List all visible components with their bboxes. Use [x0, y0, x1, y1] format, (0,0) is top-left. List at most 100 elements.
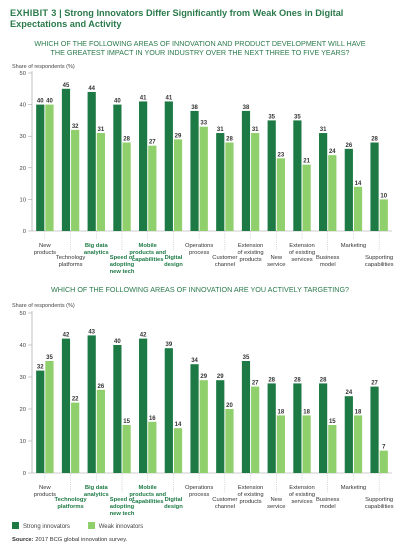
data-label-weak: 27: [149, 140, 156, 146]
data-label-weak: 15: [123, 419, 130, 425]
data-label-strong: 38: [191, 105, 198, 111]
data-label-strong: 29: [217, 374, 224, 380]
bar-strong: [87, 335, 96, 473]
category-label-line: process: [189, 250, 209, 256]
bar-weak: [96, 389, 105, 473]
category-label: Extension of existing services: [289, 485, 315, 505]
bar-strong: [241, 110, 251, 231]
category-label: Supporting capabilities: [365, 255, 394, 268]
bar-weak: [328, 155, 337, 231]
data-label-weak: 28: [226, 137, 233, 143]
category-label: Operations process: [185, 485, 213, 498]
category-label-line: Marketing: [341, 243, 366, 249]
chart-title-line: WHICH OF THE FOLLOWING AREAS OF INNOVATI…: [51, 285, 349, 294]
category-label: New products: [34, 243, 56, 256]
data-label-weak: 14: [175, 422, 182, 428]
category-label: New service: [267, 497, 285, 510]
y-tick-label: 20: [20, 166, 26, 172]
bar-strong: [164, 348, 173, 473]
data-label-strong: 28: [320, 377, 327, 383]
bar-weak: [353, 186, 363, 231]
category-label-line: analytics: [84, 250, 109, 256]
bar-strong: [241, 361, 251, 473]
bar-weak: [225, 142, 234, 231]
source-label: Source:: [12, 537, 34, 543]
data-label-weak: 23: [278, 152, 285, 158]
bar-strong: [293, 120, 302, 231]
chart-title-line: WHICH OF THE FOLLOWING AREAS OF INNOVATI…: [34, 39, 365, 48]
category-label-line: products and: [129, 492, 166, 498]
bar-weak: [251, 386, 260, 473]
category-label: Digital design: [164, 497, 183, 510]
category-label: Customer channel: [212, 255, 237, 268]
category-label-line: process: [189, 492, 209, 498]
category-label-line: capabilities: [132, 257, 164, 263]
category-label: New service: [267, 255, 285, 268]
data-label-strong: 28: [268, 377, 275, 383]
bar-strong: [190, 110, 199, 231]
bar-weak: [199, 380, 208, 473]
category-label: Big data analytics: [84, 243, 109, 256]
data-label-strong: 38: [243, 105, 250, 111]
bar-strong: [36, 104, 45, 231]
data-label-weak: 7: [382, 445, 386, 451]
category-label: Speed of adopting new tech: [110, 255, 135, 275]
data-label-strong: 35: [294, 114, 301, 120]
category-label-line: products: [34, 492, 56, 498]
category-label: New products: [34, 485, 56, 498]
data-label-weak: 18: [278, 409, 285, 415]
bar-weak: [199, 126, 208, 231]
data-label-weak: 28: [123, 137, 130, 143]
bar-weak: [71, 402, 80, 473]
legend-label-weak: Weak innovators: [98, 524, 144, 530]
bar-weak: [379, 450, 388, 473]
data-label-weak: 21: [303, 159, 310, 165]
data-label-weak: 33: [200, 121, 207, 127]
source-note: Source: 2017 BCG global innovation surve…: [12, 537, 127, 543]
legend-item-strong: Strong innovators: [12, 522, 70, 530]
y-axis-label: Share of respondents (%): [12, 303, 75, 309]
bar-weak: [122, 425, 131, 473]
category-label-line: channel: [215, 262, 235, 268]
data-label-strong: 27: [371, 381, 378, 387]
bar-strong: [113, 345, 122, 473]
data-label-weak: 20: [226, 403, 233, 409]
category-label-line: model: [320, 504, 336, 510]
category-label: Business model: [316, 497, 340, 510]
category-label-line: platforms: [57, 504, 83, 510]
y-tick-label: 50: [20, 71, 26, 77]
category-label-line: Technology: [56, 255, 85, 261]
bar-weak: [45, 361, 54, 473]
category-label-line: new tech: [110, 269, 135, 275]
y-tick-label: 10: [20, 439, 26, 445]
data-label-strong: 28: [371, 137, 378, 143]
y-tick-label: 30: [20, 134, 26, 140]
data-label-weak: 29: [200, 374, 207, 380]
category-label-line: Digital: [165, 497, 183, 503]
data-label-strong: 31: [320, 127, 327, 133]
category-label: Technology platforms: [56, 255, 85, 268]
bar-strong: [216, 133, 225, 231]
data-label-weak: 27: [252, 381, 259, 387]
data-label-strong: 40: [37, 99, 44, 105]
category-label-line: Customer: [212, 255, 237, 261]
legend: Strong innovators Weak innovators: [12, 522, 159, 530]
bar-weak: [276, 415, 285, 473]
category-label-line: products and: [129, 250, 166, 256]
category-label: Technology platforms: [55, 497, 88, 510]
category-label-line: new tech: [110, 511, 135, 517]
bar-strong: [370, 142, 379, 231]
category-label: Supporting capabilities: [365, 497, 394, 510]
bar-strong: [164, 101, 173, 231]
category-label-line: of existing: [238, 492, 264, 498]
data-label-weak: 29: [175, 133, 182, 139]
data-label-strong: 40: [114, 339, 121, 345]
category-label: Extension of existing products: [238, 243, 264, 263]
bar-weak: [353, 415, 363, 473]
bar-weak: [45, 104, 54, 231]
category-label-line: capabilities: [132, 499, 164, 505]
chart-title: WHICH OF THE FOLLOWING AREAS OF INNOVATI…: [34, 39, 365, 57]
bar-weak: [173, 139, 183, 231]
legend-label-strong: Strong innovators: [23, 524, 71, 530]
y-tick-label: 20: [20, 407, 26, 413]
